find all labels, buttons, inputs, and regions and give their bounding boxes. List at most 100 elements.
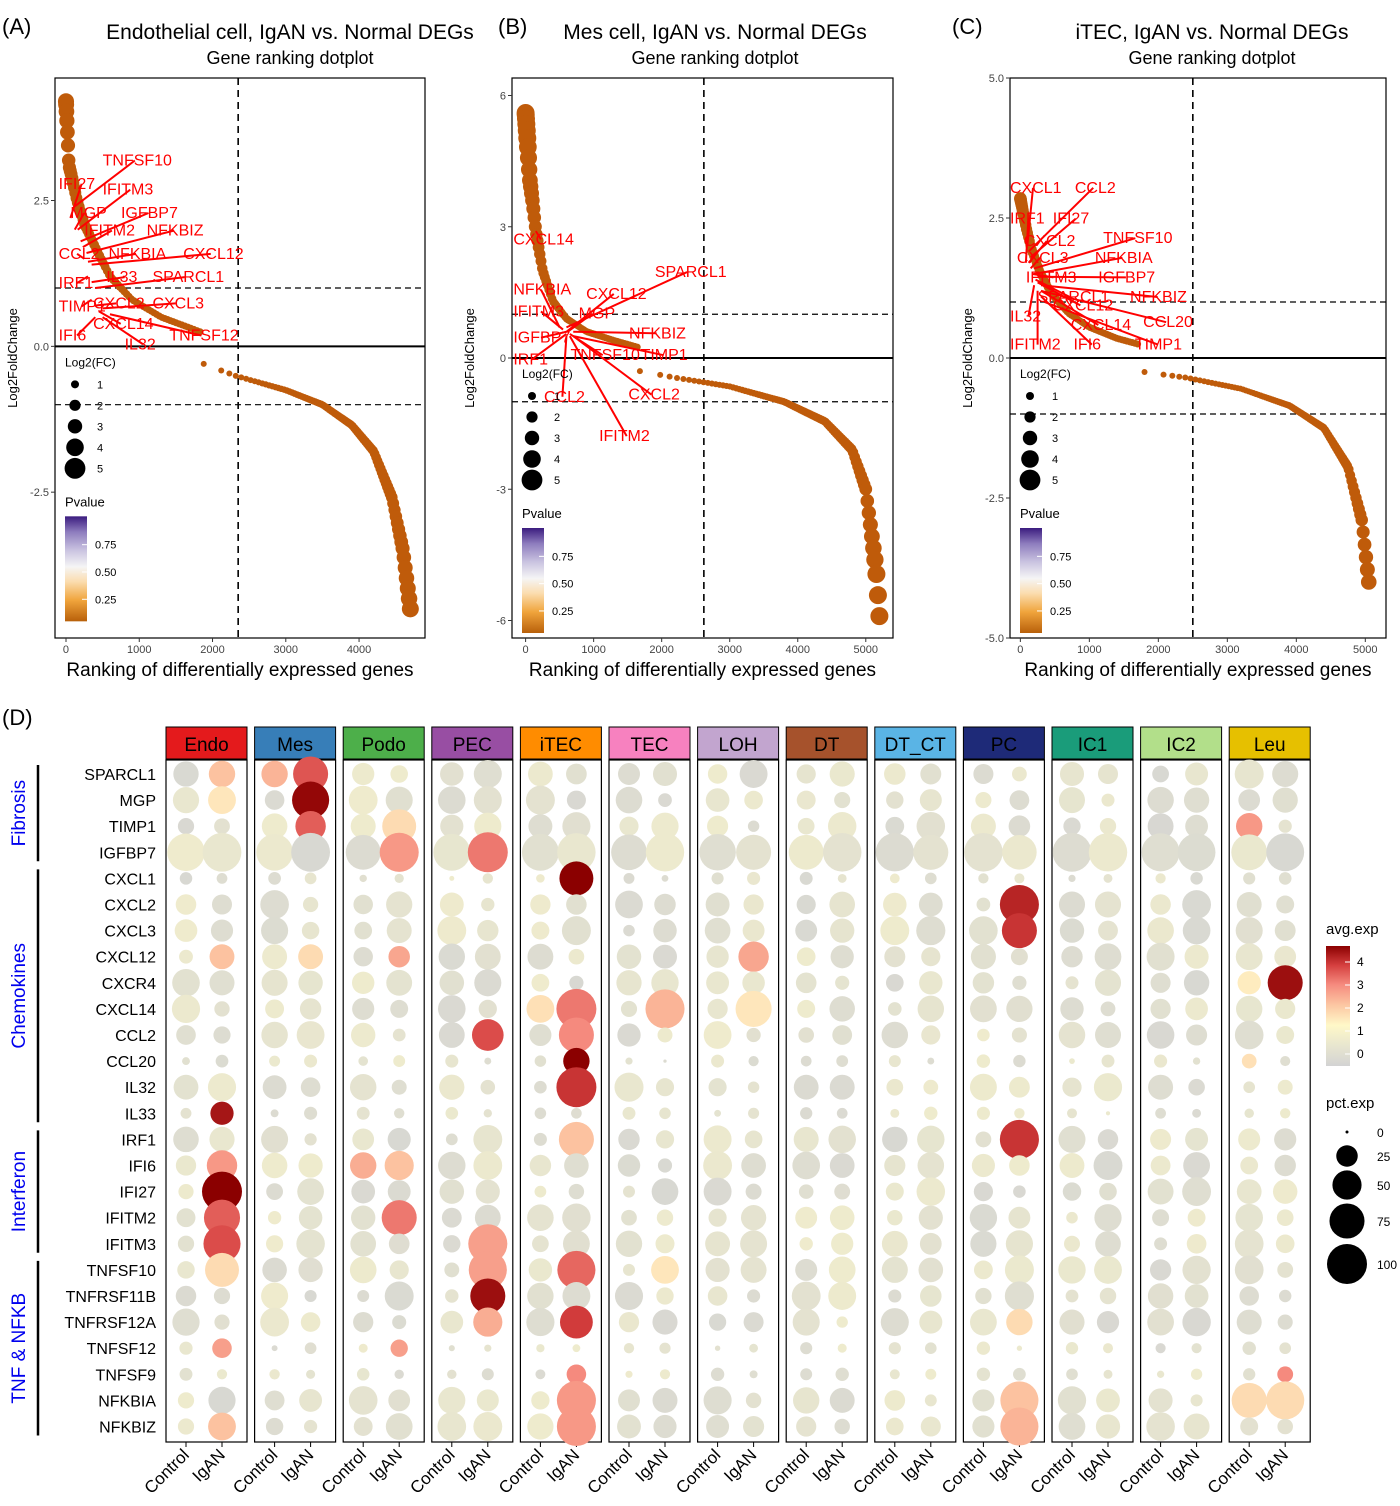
expression-dot [1099,1182,1117,1201]
x-tick-label: 5000 [854,644,878,656]
expression-dot [482,873,493,884]
expression-dot [256,833,293,871]
expression-dot [1185,814,1208,838]
expression-dot [796,764,816,784]
celltype-label: PEC [453,735,492,756]
expression-dot [714,1109,722,1117]
expression-dot [440,814,464,838]
gene-label: MGP [579,306,615,323]
gene-label-leader [565,293,615,333]
gene-row-label: CXCL14 [96,1002,157,1019]
expression-dot [1183,970,1210,996]
expression-dot [1190,872,1203,885]
expression-dot [213,1026,231,1044]
expression-dot [653,918,677,943]
expression-dot [653,944,677,969]
gene-point [1182,374,1189,381]
expression-dot [703,1151,733,1180]
gene-label: IFITM3 [103,182,154,199]
expression-dot [266,1183,283,1200]
gene-row-label: CXCR4 [102,976,156,993]
gene-row-label: IGFBP7 [99,845,156,862]
gene-point [866,551,884,569]
size-legend-label: 5 [554,475,560,487]
condition-tick-label: IgAN [543,1445,583,1485]
expression-dot [976,1054,991,1068]
expression-dot [969,1308,997,1336]
size-legend-label: 2 [97,400,103,412]
expression-dot [916,916,946,946]
expression-dot [352,762,375,786]
expression-dot [924,1342,937,1355]
expression-dot [265,1417,284,1436]
expression-dot [438,1151,466,1180]
celltype-strip [1140,726,1223,760]
expression-dot [970,1230,997,1257]
size-legend-dot [521,469,543,491]
gene-label-leader [87,252,137,263]
expression-dot [1237,971,1261,995]
gene-label: IRF1 [513,352,548,369]
expression-dot [622,1106,636,1120]
expression-dot [1182,890,1211,919]
expression-dot [834,792,851,809]
expression-dot [706,945,729,968]
expression-dot [390,1339,408,1357]
gene-group-label: Interferon [9,1151,30,1232]
expression-dot [298,1153,323,1178]
expression-dot [175,1285,197,1307]
gene-label-leader [1033,256,1123,275]
expression-dot [471,1019,504,1051]
expression-dot [558,1121,594,1157]
expression-dot [884,763,906,785]
gene-label-leader [531,333,568,361]
size-legend-label: 5 [97,463,103,475]
expression-dot [884,1390,906,1411]
celltype-strip [431,726,514,760]
celltype-label: Leu [1254,735,1286,756]
pctexp-legend-title: pct.exp [1326,1095,1374,1112]
gene-row-label: TNFRSF11B [66,1289,156,1306]
celltype-label: IC2 [1166,735,1196,756]
expression-dot [527,1282,554,1310]
expression-dot [481,1368,494,1381]
expression-dot [1103,873,1113,883]
gene-label-leader [1027,187,1094,253]
colorbar-tick-label: 4 [1357,955,1364,969]
size-legend-label: 3 [1052,433,1058,445]
expression-dot [889,1369,900,1380]
expression-dot [707,764,728,784]
expression-dot [1235,812,1263,840]
gene-label-leader [74,159,136,208]
expression-dot [172,968,200,997]
size-legend-label: 3 [554,433,560,445]
expression-dot [1010,948,1028,966]
gene-row-label: CCL2 [115,1028,156,1045]
expression-dot [705,1257,730,1282]
gene-point [1192,376,1199,383]
expression-dot [440,762,464,786]
expression-dot [655,1234,675,1254]
expression-dot [1150,998,1171,1020]
expression-dot [474,943,501,970]
expression-dot [261,760,288,788]
expression-dot [478,999,497,1019]
expression-dot [1236,995,1263,1023]
expression-dot [885,973,904,992]
expression-dot [1267,965,1303,1001]
colorbar-tick-label: 0.75 [1050,551,1071,563]
expression-dot [353,1311,374,1333]
expression-dot [439,970,465,996]
expression-dot [1234,759,1264,789]
gene-row-label: CXCL12 [96,950,157,967]
expression-dot [301,921,320,940]
expression-dot [969,1204,998,1232]
expression-dot [705,788,730,812]
expression-dot [1062,1182,1082,1201]
expression-dot [835,1367,849,1381]
expression-dot [703,1386,732,1415]
expression-dot [835,975,850,990]
expression-dot [526,1308,555,1337]
